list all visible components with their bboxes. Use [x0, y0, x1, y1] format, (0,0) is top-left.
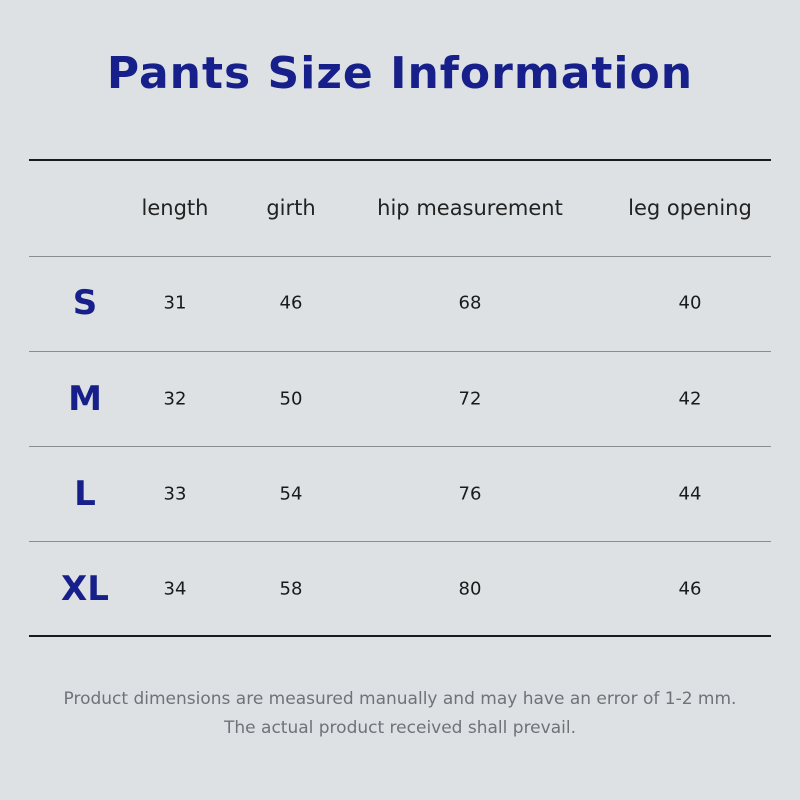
page-title: Pants Size Information: [106, 48, 694, 99]
row-divider: [29, 351, 771, 352]
row-divider: [29, 256, 771, 257]
table-cell: 46: [678, 578, 702, 600]
size-label: S: [72, 283, 98, 323]
disclaimer-line-2: The actual product received shall prevai…: [224, 718, 576, 738]
table-cell: 32: [163, 388, 187, 410]
table-cell: 50: [279, 388, 303, 410]
table-cell: 72: [458, 388, 482, 410]
table-cell: 68: [458, 292, 482, 314]
table-cell: 42: [678, 388, 702, 410]
table-top-border: [29, 159, 771, 161]
size-label: XL: [61, 569, 109, 609]
table-cell: 44: [678, 483, 702, 505]
table-cell: 40: [678, 292, 702, 314]
size-label: M: [68, 379, 102, 419]
table-cell: 58: [279, 578, 303, 600]
column-header: hip measurement: [377, 196, 563, 220]
table-cell: 33: [163, 483, 187, 505]
table-cell: 76: [458, 483, 482, 505]
table-cell: 46: [279, 292, 303, 314]
column-header: leg opening: [628, 196, 752, 220]
disclaimer-line-1: Product dimensions are measured manually…: [63, 689, 737, 709]
table-cell: 80: [458, 578, 482, 600]
table-cell: 31: [163, 292, 187, 314]
table-bottom-border: [29, 635, 771, 637]
table-cell: 54: [279, 483, 303, 505]
column-header: length: [141, 196, 209, 220]
row-divider: [29, 446, 771, 447]
table-cell: 34: [163, 578, 187, 600]
row-divider: [29, 541, 771, 542]
size-label: L: [74, 474, 96, 514]
column-header: girth: [266, 196, 316, 220]
